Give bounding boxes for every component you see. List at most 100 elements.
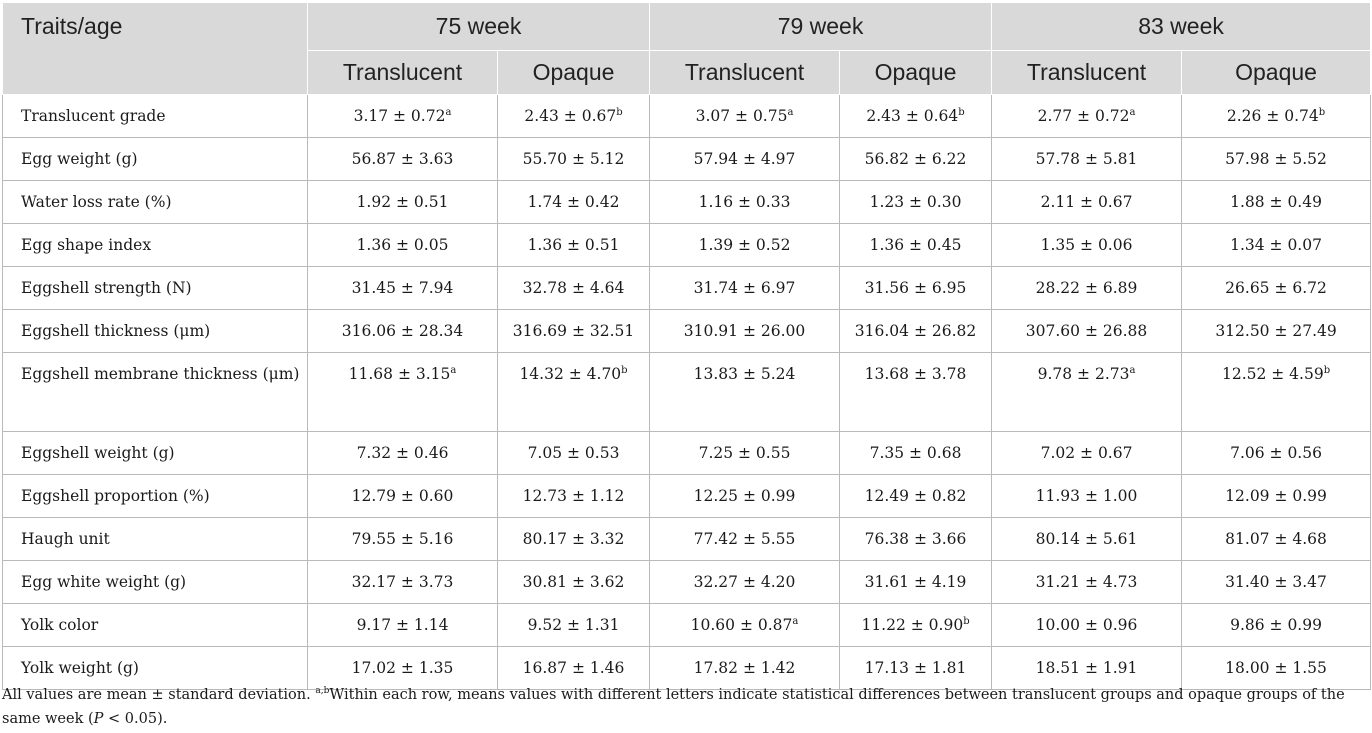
cell-value: 9.17 ± 1.14 — [356, 616, 449, 634]
table-cell: 31.45 ± 7.94 — [307, 266, 498, 310]
table-row: Yolk weight (g) 17.02 ± 1.35 16.87 ± 1.46 1… — [2, 646, 1372, 690]
footnote-lead: All values are mean ± standard deviation… — [2, 687, 316, 703]
cell-value: 26.65 ± 6.72 — [1225, 279, 1327, 297]
cell-value: 56.87 ± 3.63 — [351, 150, 454, 168]
table-cell: 17.02 ± 1.35 — [307, 646, 498, 690]
header-week-75: 75 week — [306, 2, 651, 51]
significance-letter: a — [1129, 107, 1136, 118]
table-row: Translucent grade 3.17 ± 0.72a 2.43 ± 0.67… — [2, 94, 1372, 138]
table-row: Egg weight (g) 56.87 ± 3.63 55.70 ± 5.12 57… — [2, 137, 1372, 181]
cell-value: 18.51 ± 1.91 — [1035, 659, 1138, 677]
significance-letter: a — [450, 365, 457, 376]
table-body: Translucent grade 3.17 ± 0.72a 2.43 ± 0.67… — [2, 94, 1372, 690]
cell-value: 81.07 ± 4.68 — [1225, 530, 1327, 548]
table-cell: 11.22 ± 0.90b — [839, 603, 993, 647]
cell-value: 32.78 ± 4.64 — [522, 279, 625, 297]
header-traits-age: Traits/age — [2, 2, 308, 95]
table-cell: 10.00 ± 0.96 — [991, 603, 1183, 647]
table-cell: 3.17 ± 0.72a — [307, 94, 498, 138]
table-cell: 7.02 ± 0.67 — [991, 431, 1183, 475]
table-row: Eggshell thickness (μm) 316.06 ± 28.34 316… — [2, 309, 1372, 353]
table-cell: 316.69 ± 32.51 — [496, 309, 651, 353]
table-cell: 31.74 ± 6.97 — [649, 266, 841, 310]
table-cell: 80.17 ± 3.32 — [496, 517, 651, 561]
table-cell: 17.82 ± 1.42 — [649, 646, 841, 690]
table-cell: 1.16 ± 0.33 — [649, 180, 841, 224]
cell-value: 31.40 ± 3.47 — [1225, 573, 1327, 591]
table-cell: 31.40 ± 3.47 — [1181, 560, 1372, 604]
cell-value: 12.25 ± 0.99 — [693, 487, 796, 505]
cell-value: 12.49 ± 0.82 — [864, 487, 967, 505]
cell-value: 31.56 ± 6.95 — [864, 279, 967, 297]
cell-value: 12.52 ± 4.59 — [1221, 365, 1324, 383]
row-label: Eggshell membrane thickness (μm) — [2, 352, 308, 432]
table-cell: 7.32 ± 0.46 — [307, 431, 498, 475]
table-cell: 13.68 ± 3.78 — [839, 352, 993, 432]
table-row: Eggshell weight (g) 7.32 ± 0.46 7.05 ± 0.5… — [2, 431, 1372, 475]
cell-value: 2.43 ± 0.67 — [524, 107, 617, 125]
table-cell: 12.52 ± 4.59b — [1181, 352, 1372, 432]
table-cell: 26.65 ± 6.72 — [1181, 266, 1372, 310]
cell-value: 17.02 ± 1.35 — [351, 659, 454, 677]
row-label: Eggshell thickness (μm) — [2, 309, 308, 353]
table-cell: 310.91 ± 26.00 — [649, 309, 841, 353]
table-cell: 10.60 ± 0.87a — [649, 603, 841, 647]
table-cell: 1.36 ± 0.05 — [307, 223, 498, 267]
cell-value: 32.17 ± 3.73 — [351, 573, 454, 591]
cell-value: 7.25 ± 0.55 — [698, 444, 791, 462]
table-cell: 1.36 ± 0.51 — [496, 223, 651, 267]
cell-value: 12.73 ± 1.12 — [522, 487, 625, 505]
table-cell: 57.94 ± 4.97 — [649, 137, 841, 181]
significance-letter: b — [616, 107, 623, 118]
table-cell: 28.22 ± 6.89 — [991, 266, 1183, 310]
table-cell: 2.43 ± 0.64b — [839, 94, 993, 138]
table-cell: 3.07 ± 0.75a — [649, 94, 841, 138]
cell-value: 77.42 ± 5.55 — [693, 530, 796, 548]
table-cell: 76.38 ± 3.66 — [839, 517, 993, 561]
footnote-body: Within each row, means values with diffe… — [2, 687, 1345, 727]
significance-letter: b — [1318, 107, 1326, 118]
table-cell: 7.25 ± 0.55 — [649, 431, 841, 475]
cell-value: 13.83 ± 5.24 — [693, 365, 796, 383]
cell-value: 76.38 ± 3.66 — [864, 530, 967, 548]
table-cell: 1.23 ± 0.30 — [839, 180, 993, 224]
cell-value: 1.35 ± 0.06 — [1040, 236, 1133, 254]
significance-letter: a — [792, 616, 799, 627]
cell-value: 7.02 ± 0.67 — [1040, 444, 1133, 462]
subheader-75-translucent: Translucent — [307, 50, 498, 95]
significance-letter: b — [958, 107, 965, 118]
table-cell: 31.56 ± 6.95 — [839, 266, 993, 310]
row-label: Eggshell strength (N) — [2, 266, 308, 310]
subheader-75-opaque: Opaque — [496, 50, 651, 95]
table-cell: 307.60 ± 26.88 — [991, 309, 1183, 353]
cell-value: 79.55 ± 5.16 — [351, 530, 454, 548]
cell-value: 1.92 ± 0.51 — [356, 193, 449, 211]
table-cell: 16.87 ± 1.46 — [496, 646, 651, 690]
table-cell: 12.79 ± 0.60 — [307, 474, 498, 518]
table-cell: 7.05 ± 0.53 — [496, 431, 651, 475]
cell-value: 2.26 ± 0.74 — [1226, 107, 1319, 125]
table-cell: 9.52 ± 1.31 — [496, 603, 651, 647]
cell-value: 16.87 ± 1.46 — [522, 659, 625, 677]
table-cell: 12.49 ± 0.82 — [839, 474, 993, 518]
cell-value: 80.17 ± 3.32 — [522, 530, 625, 548]
cell-value: 316.06 ± 28.34 — [341, 322, 464, 340]
cell-value: 12.79 ± 0.60 — [351, 487, 454, 505]
table-cell: 79.55 ± 5.16 — [307, 517, 498, 561]
row-label: Eggshell proportion (%) — [2, 474, 308, 518]
cell-value: 13.68 ± 3.78 — [864, 365, 967, 383]
table-cell: 56.82 ± 6.22 — [839, 137, 993, 181]
table-cell: 9.78 ± 2.73a — [991, 352, 1183, 432]
row-label: Yolk color — [2, 603, 308, 647]
cell-value: 307.60 ± 26.88 — [1025, 322, 1148, 340]
cell-value: 10.00 ± 0.96 — [1035, 616, 1138, 634]
cell-value: 57.94 ± 4.97 — [693, 150, 796, 168]
table-cell: 12.09 ± 0.99 — [1181, 474, 1372, 518]
table-cell: 77.42 ± 5.55 — [649, 517, 841, 561]
cell-value: 7.05 ± 0.53 — [527, 444, 620, 462]
table-row: Eggshell proportion (%) 12.79 ± 0.60 12.73… — [2, 474, 1372, 518]
cell-value: 1.39 ± 0.52 — [698, 236, 791, 254]
cell-value: 31.74 ± 6.97 — [693, 279, 796, 297]
table-cell: 1.92 ± 0.51 — [307, 180, 498, 224]
footnote-tail: < 0.05). — [103, 711, 168, 727]
